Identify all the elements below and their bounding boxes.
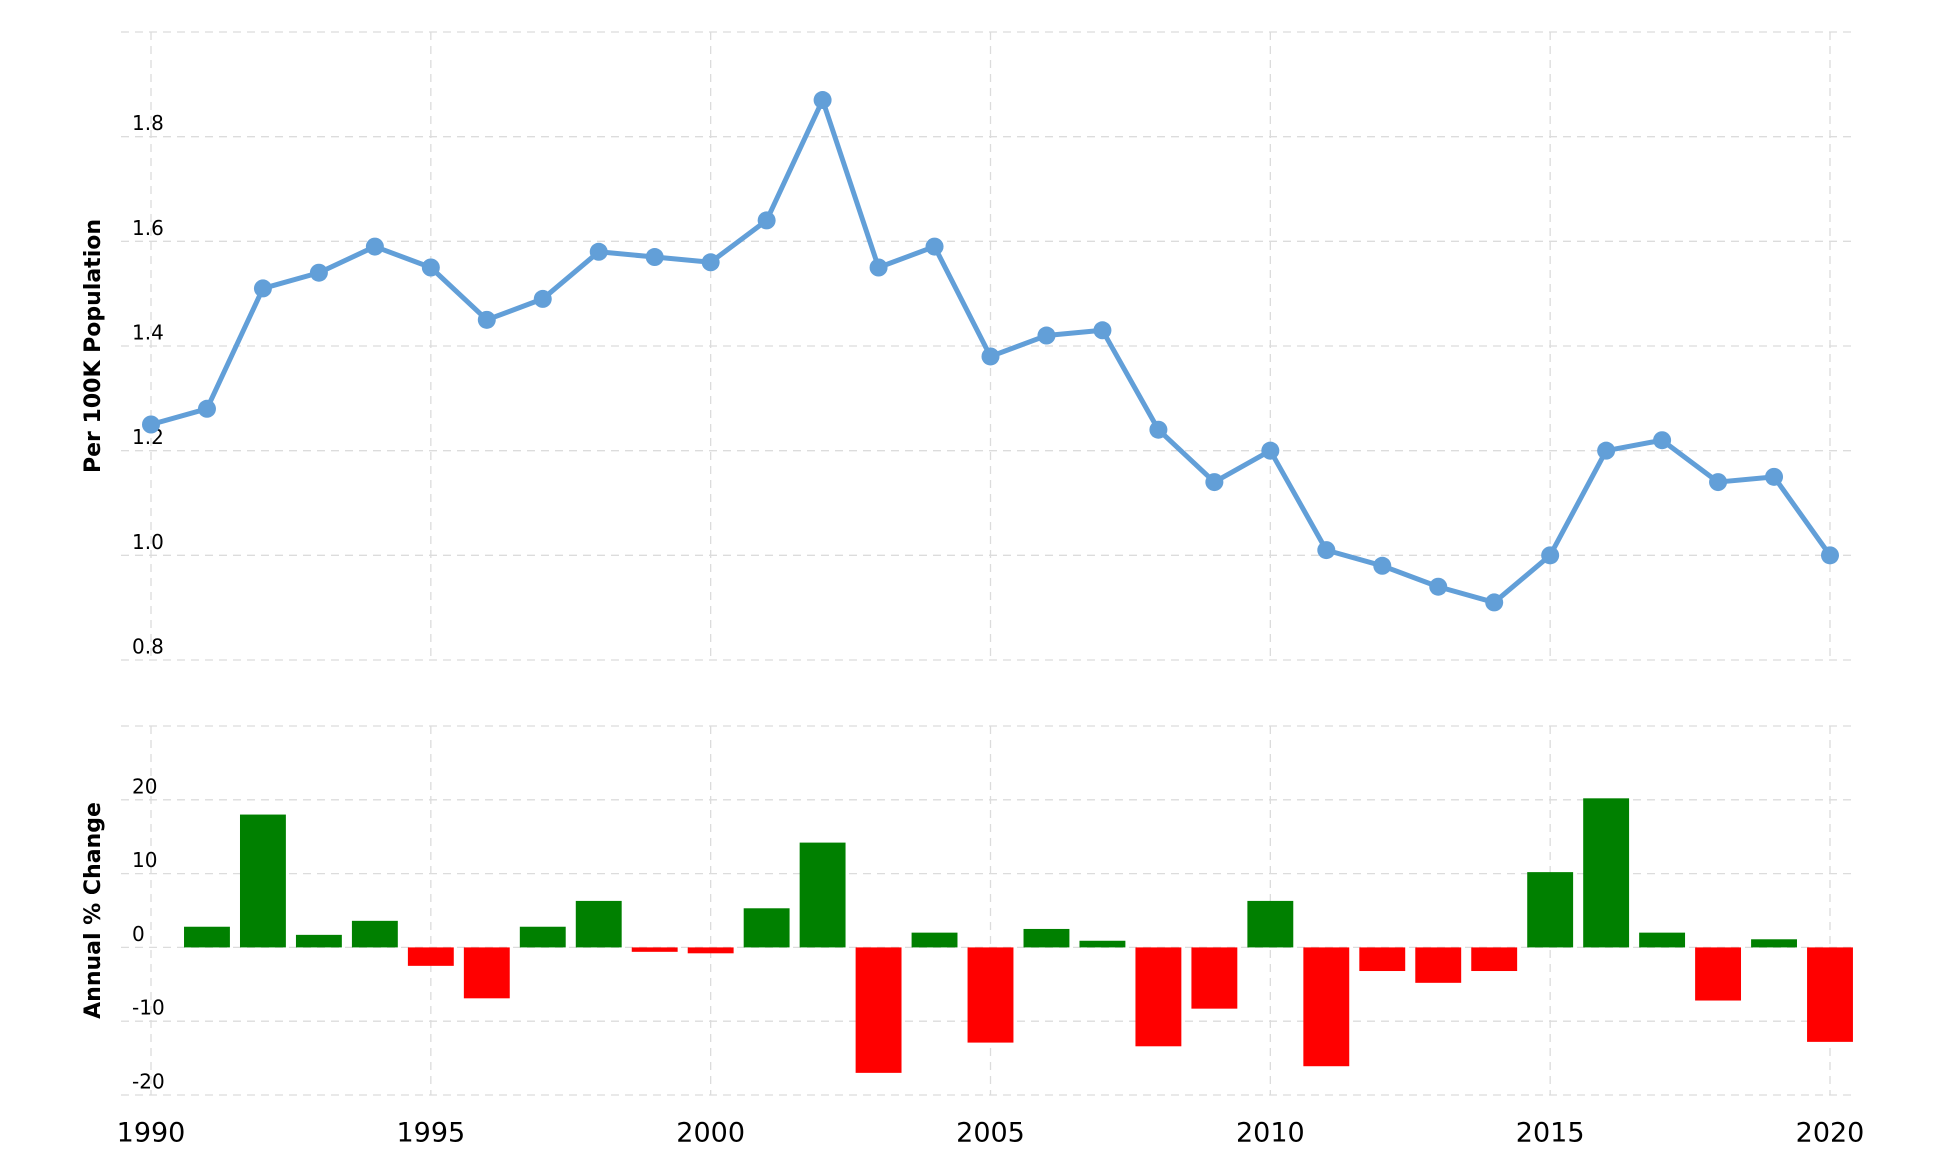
point (1821, 546, 1839, 565)
point (253, 279, 272, 298)
bar (911, 932, 958, 948)
bar (799, 842, 846, 948)
point (925, 237, 944, 256)
point (1037, 326, 1056, 345)
x-tick-label: 1995 (396, 1118, 465, 1149)
bar (1023, 928, 1070, 948)
point (477, 310, 496, 329)
point (813, 91, 832, 110)
point (309, 263, 328, 282)
point (1541, 546, 1560, 565)
bar (1751, 939, 1797, 948)
bar (1807, 947, 1853, 1042)
bar (1359, 947, 1406, 972)
x-tick-label: 2000 (676, 1118, 745, 1149)
y-tick-label: -20 (132, 1070, 165, 1094)
point (1429, 577, 1448, 596)
y-tick-label: 0 (132, 922, 145, 946)
bar (631, 947, 678, 952)
point (1149, 420, 1168, 439)
bar (1415, 947, 1462, 983)
point (701, 253, 720, 272)
point (142, 415, 160, 434)
y-axis-title: Annual % Change (81, 802, 106, 1019)
bar (407, 947, 454, 966)
point (1485, 593, 1504, 612)
point (1205, 473, 1224, 492)
point (1373, 556, 1392, 575)
x-tick-label: 2005 (956, 1118, 1025, 1149)
bar (1527, 872, 1574, 948)
bar (1639, 932, 1686, 948)
y-tick-label: 1.4 (132, 321, 164, 345)
bar (1247, 900, 1294, 948)
y-tick-label: 10 (132, 848, 157, 872)
point (1765, 467, 1784, 486)
point (1709, 473, 1728, 492)
bar (1079, 940, 1126, 948)
bar (1135, 947, 1182, 1047)
point (1093, 321, 1112, 340)
x-tick-label: 2015 (1516, 1118, 1585, 1149)
y-axis-title: Per 100K Population (81, 219, 106, 473)
point (197, 399, 216, 418)
bar (519, 926, 566, 948)
bar (967, 947, 1014, 1043)
x-tick-label: 2020 (1796, 1118, 1865, 1149)
point (645, 248, 664, 267)
bar (575, 900, 622, 948)
bar (1191, 947, 1238, 1009)
point (421, 258, 440, 277)
bar (295, 934, 342, 948)
x-tick-label: 2010 (1236, 1118, 1305, 1149)
y-tick-label: 0.8 (132, 635, 164, 659)
bar (1695, 947, 1742, 1001)
y-tick-label: 1.6 (132, 216, 164, 240)
y-tick-label: 20 (132, 774, 157, 798)
bar (743, 908, 790, 948)
point (589, 242, 608, 261)
y-tick-label: 1.8 (132, 111, 164, 135)
bar (463, 947, 510, 999)
bar (239, 814, 286, 948)
point (533, 289, 552, 308)
x-tick-label: 1990 (117, 1118, 186, 1149)
point (1261, 441, 1280, 460)
point (981, 347, 1000, 366)
bar (1583, 798, 1630, 948)
bar (1471, 947, 1518, 972)
point (1317, 541, 1336, 560)
bar (184, 926, 230, 948)
point (365, 237, 384, 256)
bar (855, 947, 902, 1073)
bar (687, 947, 734, 954)
y-tick-label: 1.0 (132, 530, 164, 554)
bar (351, 920, 398, 948)
point (1597, 441, 1616, 460)
bar (1303, 947, 1350, 1067)
point (1653, 431, 1672, 450)
y-tick-label: -10 (132, 996, 165, 1020)
point (757, 211, 776, 230)
point (869, 258, 888, 277)
